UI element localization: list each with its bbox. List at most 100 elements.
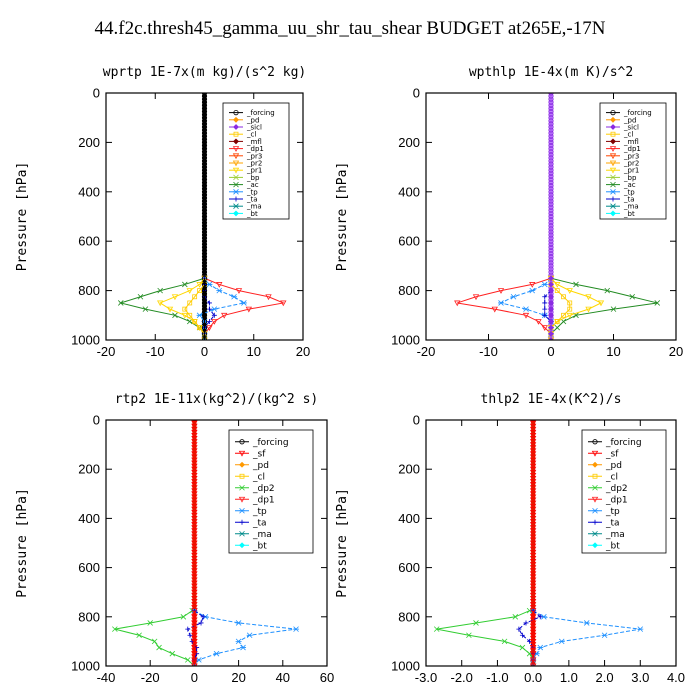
series-cl-marker <box>187 300 193 306</box>
series-sf-marker <box>529 639 537 645</box>
series-pr1-marker <box>585 294 592 301</box>
forcing-marker <box>548 269 554 275</box>
legend-entry: _cl <box>605 472 618 482</box>
sf-marker <box>191 476 198 482</box>
y-tick-label: 0 <box>93 413 100 428</box>
x-tick-label: 2.0 <box>596 670 614 685</box>
series-ta-marker <box>206 318 212 324</box>
sf-marker <box>191 577 198 584</box>
series-forcing-marker <box>201 331 208 337</box>
forcing-marker <box>548 93 554 99</box>
legend-cl-marker <box>592 473 598 479</box>
series-ac-marker <box>560 318 567 325</box>
forcing-marker <box>548 170 554 176</box>
sf-marker <box>191 512 198 519</box>
forcing-marker <box>548 207 554 213</box>
series-sf-marker <box>529 620 537 627</box>
sf-marker <box>529 602 537 608</box>
series-ta <box>187 610 204 666</box>
legend-sicl-marker <box>610 124 616 130</box>
x-tick-label: 4.0 <box>667 670 685 685</box>
y-axis-label: Pressure [hPa] <box>335 488 350 598</box>
sf-marker <box>191 586 198 593</box>
series-sf-marker <box>529 645 537 651</box>
forcing-marker <box>201 112 208 118</box>
series-sf-marker <box>191 651 198 658</box>
sf-marker <box>529 577 537 584</box>
legend: _forcing_sf _pd_cl _dp2_dp1 _tp_ta _ma_bt <box>228 429 314 554</box>
forcing-marker <box>201 235 208 241</box>
y-tick-label: 200 <box>78 462 100 477</box>
x-tick-label: 3.0 <box>631 670 649 685</box>
x-tick-label: 40 <box>276 670 290 685</box>
forcing-marker <box>201 145 208 152</box>
sf-marker <box>529 543 537 550</box>
series-tp-marker <box>523 306 529 312</box>
forcing-marker <box>201 167 208 173</box>
sf-marker <box>191 595 198 602</box>
legend-forcing-marker <box>233 110 239 116</box>
sf-marker <box>191 506 198 513</box>
sf-marker <box>529 549 537 556</box>
series-sf-marker <box>529 614 537 621</box>
series-ta-marker <box>206 306 212 312</box>
sf-marker <box>529 528 537 535</box>
forcing-marker <box>548 102 554 108</box>
sf-marker <box>529 460 537 467</box>
series-sicl-marker <box>548 287 554 294</box>
series-pr1-marker <box>186 288 193 294</box>
sf-marker <box>191 432 198 439</box>
legend-mfl-marker <box>610 138 616 145</box>
sf-marker <box>529 466 537 473</box>
series-dp1 <box>204 277 286 340</box>
y-tick-label: 0 <box>413 413 420 428</box>
series-group <box>433 420 644 666</box>
sf-marker <box>529 568 537 574</box>
series-forcing-marker <box>201 312 208 318</box>
series-tp-marker <box>583 620 590 626</box>
sf-marker <box>191 500 198 507</box>
sf-marker <box>529 429 537 436</box>
sf-marker <box>529 595 537 602</box>
forcing-marker <box>201 133 208 139</box>
sf-marker <box>191 574 198 581</box>
forcing-marker <box>201 204 208 210</box>
legend-entry: _ta <box>623 196 635 204</box>
sf-marker <box>191 423 198 430</box>
x-tick-label: -10 <box>479 344 498 359</box>
series-dp1-marker <box>454 300 461 307</box>
sf-marker <box>529 534 537 541</box>
x-tick-label: -1.0 <box>486 670 508 685</box>
x-tick-label: -3.0 <box>415 670 437 685</box>
sf-marker <box>529 420 537 427</box>
legend-entry: _ta <box>605 518 620 528</box>
legend-bp-marker <box>610 174 616 181</box>
series-forcing-marker <box>201 325 208 331</box>
series-dp1-marker <box>280 300 287 307</box>
y-tick-label: 600 <box>398 234 420 249</box>
x-tick-label: -40 <box>97 670 116 685</box>
sf-marker <box>529 565 537 571</box>
series-ac-marker <box>182 281 188 288</box>
x-tick-label: 10 <box>247 344 261 359</box>
series-sf-marker <box>529 608 537 614</box>
series-dp1-marker <box>235 288 243 294</box>
series-dp2-marker <box>433 626 440 632</box>
sf-marker <box>529 580 537 587</box>
series-cl-marker <box>567 306 573 312</box>
y-tick-label: 800 <box>398 609 420 624</box>
series-sf-marker <box>529 663 537 666</box>
legend-ta-marker <box>239 519 245 525</box>
forcing-marker <box>548 161 554 167</box>
forcing-marker <box>201 124 208 130</box>
forcing-marker <box>548 108 554 115</box>
series-cl-marker <box>554 319 560 324</box>
sf-marker <box>191 568 198 574</box>
x-tick-label: -20 <box>97 344 116 359</box>
forcing-marker <box>548 118 554 124</box>
legend-entry: _tp <box>623 188 635 196</box>
series-cl-marker <box>567 300 573 306</box>
legend-entry: _ma <box>252 530 272 540</box>
sf-marker <box>529 605 537 611</box>
forcing-marker <box>548 186 554 192</box>
